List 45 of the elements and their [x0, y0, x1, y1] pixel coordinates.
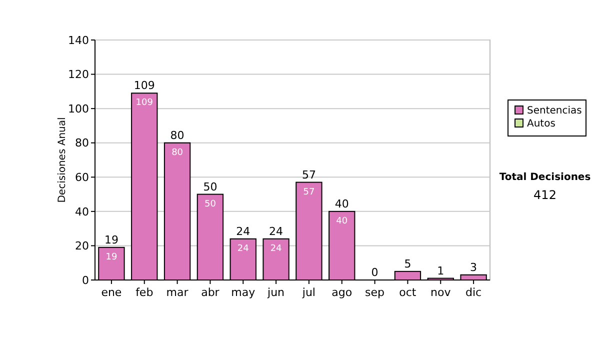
- total-label: 3: [470, 260, 478, 274]
- y-tick-label: 120: [68, 68, 89, 82]
- x-tick-label: mar: [166, 286, 189, 299]
- y-tick-label: 20: [75, 240, 89, 253]
- data-label: 40: [336, 216, 348, 226]
- x-tick-label: sep: [365, 286, 385, 299]
- data-label: 80: [172, 148, 184, 158]
- total-label: 40: [334, 197, 349, 210]
- data-label: 109: [136, 98, 154, 108]
- x-tick-label: oct: [399, 286, 417, 299]
- x-tick-label: abr: [201, 286, 220, 299]
- y-tick-label: 40: [75, 205, 89, 218]
- total-label: 109: [134, 79, 155, 92]
- total-label: 80: [170, 128, 184, 142]
- legend-label: Sentencias: [527, 106, 582, 116]
- x-tick-label: nov: [430, 286, 452, 299]
- y-tick-label: 80: [75, 136, 89, 150]
- total-label: 57: [302, 168, 316, 182]
- x-tick-label: feb: [136, 286, 154, 299]
- x-tick-label: ene: [101, 286, 122, 299]
- total-label: 0: [371, 266, 378, 279]
- data-label: 24: [270, 244, 282, 254]
- legend-label: Autos: [527, 118, 556, 130]
- x-tick-label: may: [231, 286, 256, 299]
- x-tick-label: dic: [465, 286, 482, 299]
- y-tick-label: 60: [75, 170, 89, 184]
- total-label: 19: [104, 233, 118, 246]
- y-tick-label: 0: [82, 274, 89, 287]
- x-tick-label: jun: [266, 286, 285, 299]
- total-label: 24: [269, 224, 284, 238]
- total-label: 50: [203, 180, 218, 194]
- x-tick-label: ago: [332, 286, 352, 299]
- y-tick-label: 100: [68, 102, 89, 116]
- x-tick-label: jul: [301, 286, 316, 299]
- data-label: 50: [204, 199, 216, 210]
- data-label: 24: [237, 244, 250, 254]
- y-tick-label: 140: [68, 34, 89, 47]
- data-label: 19: [106, 252, 118, 262]
- total-label: 5: [404, 257, 412, 270]
- total-label: 1: [437, 264, 444, 278]
- text: Total Decisiones: [499, 172, 591, 183]
- y-axis-title: Decisiones Anual: [57, 117, 68, 203]
- data-label: 57: [303, 187, 315, 198]
- text: 412: [534, 188, 556, 202]
- total-label: 24: [236, 224, 250, 238]
